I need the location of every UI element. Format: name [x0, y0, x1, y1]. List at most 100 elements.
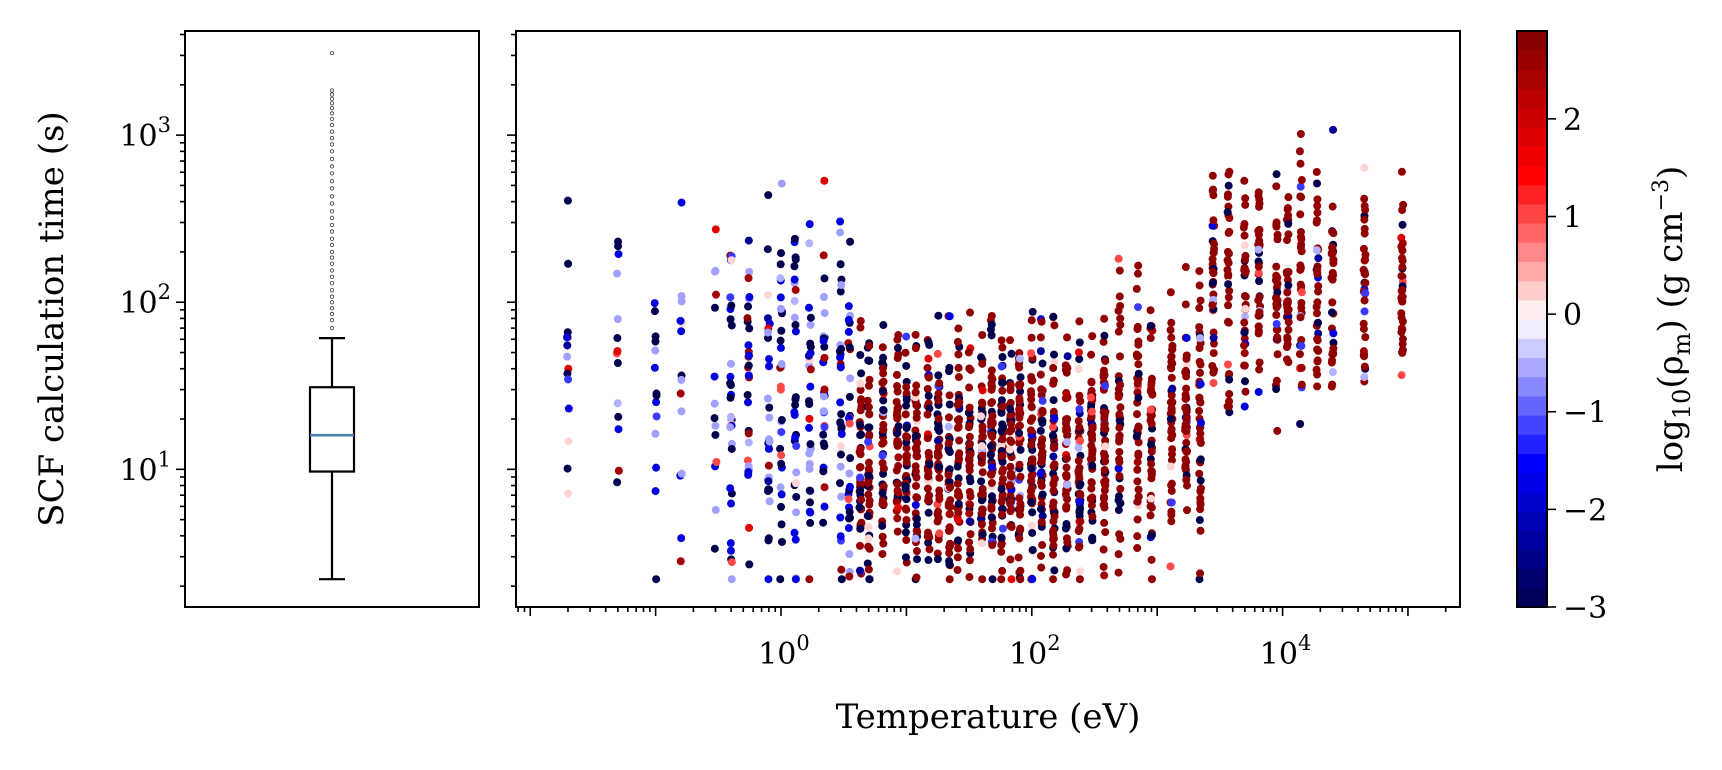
scatter-point: [911, 388, 920, 397]
scatter-point: [1074, 466, 1083, 475]
scatter-point: [763, 394, 772, 403]
scatter-point: [978, 331, 987, 340]
scatter-point: [1283, 204, 1292, 213]
scatter-point: [865, 430, 874, 439]
scatter-point: [987, 366, 996, 375]
scatter-point: [806, 313, 815, 322]
scatter-point: [1115, 435, 1124, 444]
scatter-point: [953, 566, 962, 575]
scatter-point: [925, 460, 934, 469]
scatter-point: [1147, 555, 1156, 564]
scatter-point: [1254, 262, 1263, 271]
scatter-point: [1086, 393, 1095, 402]
scatter-point: [804, 303, 813, 312]
scatter-point: [934, 443, 943, 452]
scatter-point: [893, 343, 902, 352]
scatter-point: [902, 451, 911, 460]
scatter-point: [791, 255, 800, 264]
scatter-point: [911, 481, 920, 490]
scatter-point: [1076, 517, 1085, 526]
scatter-point: [1146, 511, 1155, 520]
scatter-point: [1049, 535, 1058, 544]
scatter-point: [1225, 408, 1234, 417]
scatter-point: [1015, 394, 1024, 403]
scatter-point: [978, 530, 987, 539]
scatter-point: [1100, 331, 1109, 340]
scatter-point: [1196, 569, 1205, 578]
outlier-point: [329, 129, 335, 134]
scatter-point: [864, 381, 873, 390]
colorbar-tick-label: −2: [1563, 493, 1607, 528]
scatter-point: [978, 432, 987, 441]
scatter-point: [1049, 526, 1058, 535]
scatter-point: [912, 514, 921, 523]
scatter-point: [1088, 461, 1097, 470]
scatter-point: [1328, 298, 1337, 307]
outlier-point: [329, 306, 335, 311]
scatter-point: [651, 346, 660, 355]
scatter-point: [1398, 206, 1407, 215]
scatter-point: [1115, 530, 1124, 539]
scatter-point: [1038, 435, 1047, 444]
scatter-point: [987, 492, 996, 501]
scatter-point: [819, 518, 828, 527]
scatter-point: [1284, 318, 1293, 327]
scatter-point: [791, 575, 800, 584]
colorbar-band: [1517, 88, 1547, 109]
scatter-point: [837, 442, 846, 451]
scatter-point: [710, 267, 719, 276]
scatter-point: [1255, 195, 1264, 204]
scatter-point: [978, 359, 987, 368]
scatter-point: [1100, 571, 1109, 580]
scatter-point: [1167, 456, 1176, 465]
scatter-point: [1398, 325, 1407, 334]
scatter-point: [777, 179, 786, 188]
scatter-point: [1209, 379, 1218, 388]
scatter-point: [945, 448, 954, 457]
scatter-point: [677, 198, 686, 207]
scatter-point: [934, 414, 943, 423]
scatter-point: [1147, 466, 1156, 475]
scatter-point: [1182, 384, 1191, 393]
scatter-point: [902, 401, 911, 410]
scatter-point: [1050, 414, 1059, 423]
scatter-point: [1240, 231, 1249, 240]
scatter-point: [966, 500, 975, 509]
scatter-point: [806, 440, 815, 449]
scatter-point: [711, 225, 720, 234]
scatter-point: [1273, 235, 1282, 244]
scatter-point: [726, 359, 735, 368]
scatter-point: [819, 293, 828, 302]
outlier-point: [329, 215, 335, 220]
scatter-point: [1196, 439, 1205, 448]
scatter-point: [1209, 216, 1218, 225]
outlier-point: [329, 149, 335, 154]
scatter-point: [1209, 349, 1218, 358]
scatter-point: [820, 441, 829, 450]
scatter-point: [923, 384, 932, 393]
scatter-point: [1099, 372, 1108, 381]
colorbar-ticks: −3 −2 −1 0 1 2: [1547, 103, 1607, 626]
scatter-point: [1049, 364, 1058, 373]
scatter-point: [1062, 471, 1071, 480]
outlier-point: [329, 288, 335, 293]
scatter-point: [776, 343, 785, 352]
scatter-point: [777, 459, 786, 468]
scatter-point: [1063, 352, 1072, 361]
scatter-point: [614, 466, 623, 475]
scatter-point: [892, 411, 901, 420]
scatter-point: [1329, 229, 1338, 238]
scatter-point: [764, 191, 773, 200]
scatter-point: [710, 399, 719, 408]
scatter-point: [944, 422, 953, 431]
scatter-point: [1015, 405, 1024, 414]
scatter-point: [837, 345, 846, 354]
scatter-point: [1241, 194, 1250, 203]
scatter-point: [1398, 256, 1407, 265]
scatter-point: [1327, 308, 1336, 317]
scatter-point: [902, 444, 911, 453]
scatter-point: [1007, 349, 1016, 358]
outlier-point: [329, 116, 335, 122]
scatter-point: [1240, 291, 1249, 300]
scatter-point: [934, 535, 943, 544]
